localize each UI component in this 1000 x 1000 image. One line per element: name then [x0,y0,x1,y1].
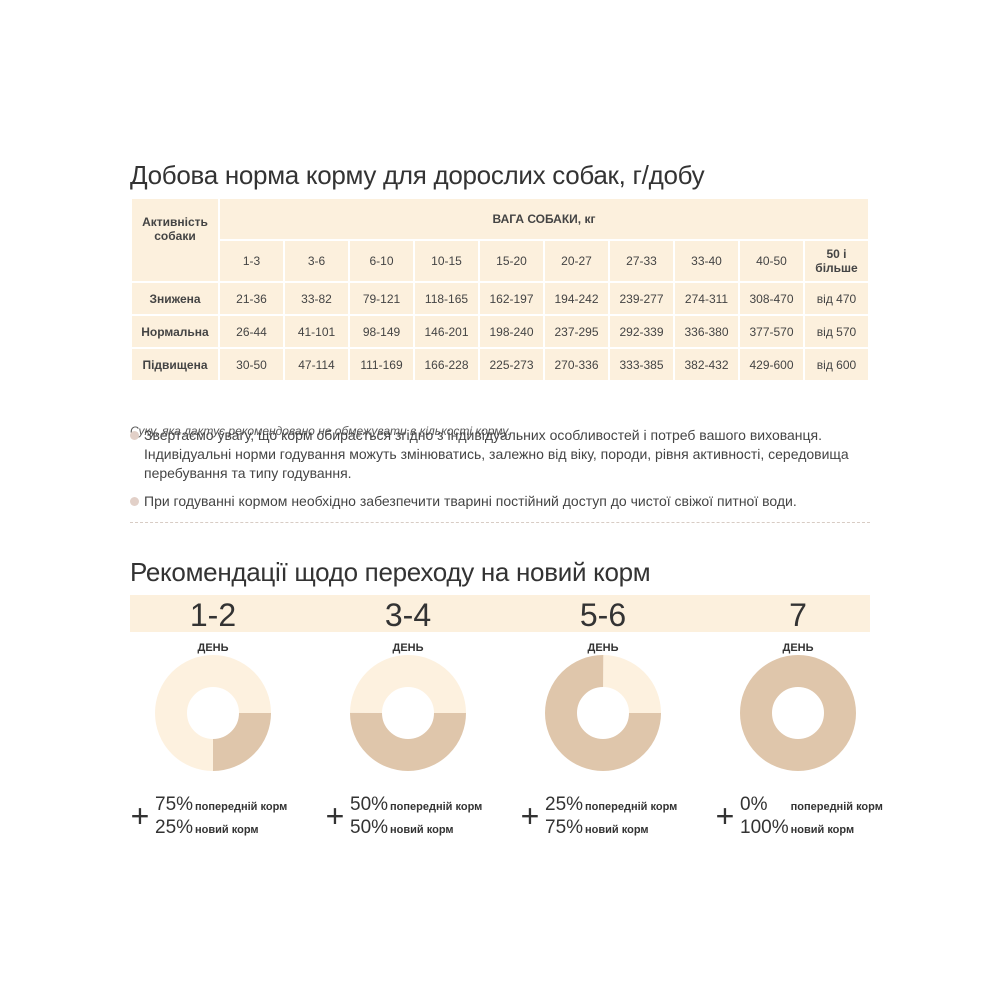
cell: 166-228 [415,349,478,380]
cell: 26-44 [220,316,283,347]
cell: 270-336 [545,349,608,380]
cell: 98-149 [350,316,413,347]
row-header: Підвищена [132,349,218,380]
day-label: ДЕНЬ [782,642,813,654]
new-percent: 100% [740,817,789,838]
day-label: ДЕНЬ [197,642,228,654]
previous-percent: 0% [740,794,768,815]
previous-text: попередній корм [791,801,883,813]
cell: 382-432 [675,349,738,380]
weight-column: 27-33 [610,241,673,281]
new-percent: 25% [155,817,193,838]
plus: + [131,798,150,834]
cell: 30-50 [220,349,283,380]
cell: 237-295 [545,316,608,347]
cell: 225-273 [480,349,543,380]
weight-column: 1-3 [220,241,283,281]
cell: від 470 [805,283,868,314]
table-row: Знижена 21-36 33-82 79-121 118-165 162-197 194… [132,283,868,314]
new-text: новий корм [390,824,454,836]
row-header: Нормальна [132,316,218,347]
separator [130,522,870,523]
cell: від 570 [805,316,868,347]
weight-row: 1-3 3-6 6-10 10-15 15-20 20-27 27-33 33-40 40-50… [132,241,868,281]
cell: 118-165 [415,283,478,314]
weight-column: 50 і більше [805,241,868,281]
cell: 308-470 [740,283,803,314]
cell: 239-277 [610,283,673,314]
previous-text: попередній корм [585,801,677,813]
plus: + [326,798,345,834]
bullet-text: Звертаємо увагу, що корм обирається згід… [144,427,849,481]
bullet: При годуванні кормом необхідно забезпечи… [130,492,880,511]
donut-new [740,655,856,771]
cell: 292-339 [610,316,673,347]
donut-previous [155,655,271,771]
cell: 198-240 [480,316,543,347]
cell: 33-82 [285,283,348,314]
new-percent: 50% [350,817,388,838]
donut-previous [545,655,661,771]
activity-header: Активність собаки [132,199,218,281]
previous-text: попередній корм [390,801,482,813]
new-text: новий корм [791,824,855,836]
day-label: ДЕНЬ [392,642,423,654]
weight-column: 3-6 [285,241,348,281]
cell: 146-201 [415,316,478,347]
plus: + [716,798,735,834]
note: Суку, яка лактує рекомендовано не обмежу… [130,424,511,438]
donut-previous [350,655,466,771]
new-text: новий корм [585,824,649,836]
cell: 41-101 [285,316,348,347]
bullet-text: При годуванні кормом необхідно забезпечи… [144,493,797,509]
weight-header: ВАГА СОБАКИ, кг [220,199,868,239]
header-row: Активність собаки ВАГА СОБАКИ, кг [132,199,868,281]
new-percent: 75% [545,817,583,838]
cell: 274-311 [675,283,738,314]
weight-column: 15-20 [480,241,543,281]
previous-percent: 50% [350,794,388,815]
weight-column: 33-40 [675,241,738,281]
previous-percent: 25% [545,794,583,815]
transition-title: Рекомендації щодо переходу на новий корм [130,557,651,587]
cell: 79-121 [350,283,413,314]
weight-column: 10-15 [415,241,478,281]
cell: від 600 [805,349,868,380]
day-number: 5-6 [580,597,626,633]
day-number: 3-4 [385,597,431,633]
day-number: 7 [789,597,807,633]
previous-percent: 75% [155,794,193,815]
bullet: Звертаємо увагу, що корм обирається згід… [130,426,880,483]
cell: 333-385 [610,349,673,380]
weight-column: 20-27 [545,241,608,281]
bullet-dot [130,497,139,506]
weight-column: 6-10 [350,241,413,281]
plus: + [521,798,540,834]
cell: 21-36 [220,283,283,314]
cell: 47-114 [285,349,348,380]
table-row: Нормальна 26-44 41-101 98-149 146-201 198-240… [132,316,868,347]
table-row: Підвищена 30-50 47-114 111-169 166-228 225-27… [132,349,868,380]
new-text: новий корм [195,824,259,836]
table-title: Добова норма корму для дорослих собак, г… [130,160,705,190]
bullet-dot [130,431,139,440]
cell: 429-600 [740,349,803,380]
cell: 162-197 [480,283,543,314]
row-header: Знижена [132,283,218,314]
day-number: 1-2 [190,597,236,633]
weight-column: 40-50 [740,241,803,281]
cell: 336-380 [675,316,738,347]
cell: 377-570 [740,316,803,347]
feeding-table: Активність собаки ВАГА СОБАКИ, кг 1-3 3-6 6-… [130,197,870,382]
day-label: ДЕНЬ [587,642,618,654]
day-band [130,595,870,632]
cell: 111-169 [350,349,413,380]
previous-text: попередній корм [195,801,287,813]
cell: 194-242 [545,283,608,314]
